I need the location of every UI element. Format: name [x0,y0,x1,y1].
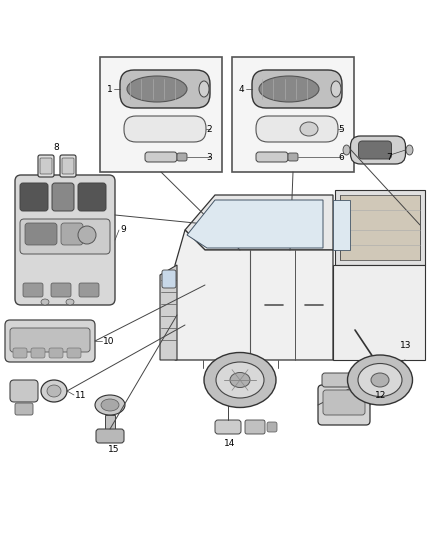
FancyBboxPatch shape [52,183,74,211]
Text: 10: 10 [103,336,114,345]
FancyBboxPatch shape [49,348,63,358]
FancyBboxPatch shape [288,153,298,161]
Text: 12: 12 [375,391,386,400]
Text: 14: 14 [224,440,236,448]
Polygon shape [185,195,333,250]
FancyBboxPatch shape [38,155,54,177]
Ellipse shape [66,299,74,305]
Ellipse shape [347,355,413,405]
FancyBboxPatch shape [10,380,38,402]
FancyBboxPatch shape [15,175,115,305]
FancyBboxPatch shape [256,116,338,142]
Ellipse shape [371,373,389,387]
FancyBboxPatch shape [96,429,124,443]
Text: 6: 6 [338,152,344,161]
Ellipse shape [204,352,276,408]
FancyBboxPatch shape [256,152,288,162]
FancyBboxPatch shape [322,373,366,387]
Polygon shape [333,265,425,360]
FancyBboxPatch shape [67,348,81,358]
Polygon shape [340,195,420,260]
FancyBboxPatch shape [62,158,74,174]
FancyBboxPatch shape [20,183,48,211]
FancyBboxPatch shape [124,116,206,142]
FancyBboxPatch shape [252,70,342,108]
Text: 4: 4 [239,85,245,93]
Ellipse shape [216,362,264,398]
Polygon shape [175,230,333,360]
FancyBboxPatch shape [60,155,76,177]
FancyBboxPatch shape [215,420,241,434]
Ellipse shape [259,76,319,102]
Ellipse shape [95,395,125,415]
Ellipse shape [331,81,341,97]
FancyBboxPatch shape [31,348,45,358]
Ellipse shape [230,373,250,387]
FancyBboxPatch shape [10,328,90,352]
FancyBboxPatch shape [120,70,210,108]
Text: 1: 1 [107,85,113,93]
FancyBboxPatch shape [162,270,176,288]
Polygon shape [187,200,323,248]
Ellipse shape [406,145,413,155]
Ellipse shape [78,226,96,244]
FancyBboxPatch shape [78,183,106,211]
FancyBboxPatch shape [13,348,27,358]
FancyBboxPatch shape [40,158,52,174]
Text: 13: 13 [400,341,411,350]
Ellipse shape [41,299,49,305]
Ellipse shape [358,364,402,397]
Ellipse shape [127,76,187,102]
Ellipse shape [41,380,67,402]
FancyBboxPatch shape [350,136,406,164]
FancyBboxPatch shape [25,223,57,245]
FancyBboxPatch shape [245,420,265,434]
Text: 3: 3 [206,152,212,161]
Text: 9: 9 [120,225,126,235]
FancyBboxPatch shape [323,390,365,415]
FancyBboxPatch shape [318,385,370,425]
FancyBboxPatch shape [358,141,392,159]
Ellipse shape [199,81,209,97]
FancyBboxPatch shape [23,283,43,297]
FancyBboxPatch shape [267,422,277,432]
Bar [105,415,115,431]
Ellipse shape [300,122,318,136]
Bar [232,57,354,172]
Ellipse shape [343,145,350,155]
Polygon shape [333,200,350,250]
FancyBboxPatch shape [5,320,95,362]
Text: 7: 7 [386,154,392,163]
FancyBboxPatch shape [145,152,177,162]
Bar [100,57,222,172]
Text: 2: 2 [206,125,212,133]
FancyBboxPatch shape [61,223,83,245]
FancyBboxPatch shape [15,403,33,415]
FancyBboxPatch shape [51,283,71,297]
Text: 8: 8 [53,142,59,151]
Text: 11: 11 [75,391,86,400]
FancyBboxPatch shape [79,283,99,297]
Polygon shape [335,190,425,265]
Ellipse shape [47,385,61,397]
FancyBboxPatch shape [177,153,187,161]
Ellipse shape [101,399,119,411]
Polygon shape [160,265,177,360]
Text: 5: 5 [338,125,344,133]
Text: 15: 15 [108,446,120,455]
FancyBboxPatch shape [20,219,110,254]
